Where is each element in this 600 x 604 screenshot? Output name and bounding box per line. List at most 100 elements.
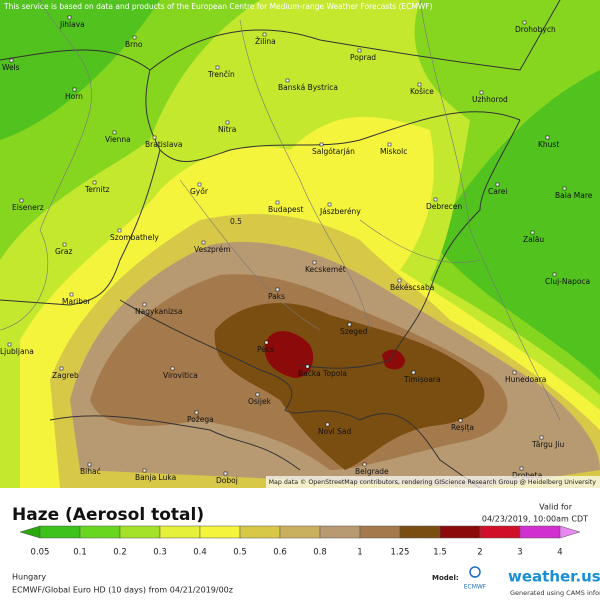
- generated: Generated using CAMS information: [510, 589, 600, 597]
- city-label: Békéscsaba: [390, 283, 434, 292]
- region-line: [419, 0, 561, 421]
- city-label: Khust: [538, 140, 559, 149]
- model-run: ECMWF/Global Euro HD (10 days) from 04/2…: [12, 586, 233, 595]
- city-dot: [69, 292, 74, 297]
- legend-swatch: [279, 525, 321, 539]
- city-label: Brno: [125, 40, 143, 49]
- city-dot: [545, 135, 550, 140]
- city-dot: [285, 78, 290, 83]
- city-label: Szombathely: [110, 233, 159, 242]
- city-dot: [519, 466, 524, 471]
- legend-label: 0.2: [113, 548, 127, 558]
- city-label: Zalău: [523, 235, 544, 244]
- city-dot: [539, 435, 544, 440]
- city-label: Reșița: [451, 423, 474, 433]
- city-label: Banja Luka: [135, 473, 176, 482]
- city-dot: [142, 468, 147, 473]
- valid-time: 04/23/2019, 10:00am CDT: [482, 515, 588, 524]
- city-label: Poprad: [350, 53, 376, 62]
- region-line: [0, 0, 92, 331]
- attribution-box: [266, 476, 600, 488]
- city-dot: [433, 197, 438, 202]
- city-label: Doboj: [216, 476, 238, 485]
- legend-swatch: [479, 525, 521, 539]
- city-label: Banská Bystrica: [278, 83, 338, 92]
- city-label: Miskolc: [380, 147, 407, 156]
- region-line: [179, 179, 481, 331]
- valid-label: Valid for: [539, 503, 573, 512]
- city-label: Bratislava: [145, 140, 182, 149]
- regions: [0, 0, 561, 421]
- city-dot: [397, 278, 402, 283]
- city-label: Szeged: [340, 327, 368, 336]
- city-dot: [19, 198, 24, 203]
- city-label: Horn: [65, 92, 83, 101]
- city-label: Veszprém: [194, 245, 231, 254]
- city-dot: [142, 302, 147, 307]
- city-dot: [152, 135, 157, 140]
- city-label: Virovitica: [163, 371, 198, 380]
- legend-label: 0.5: [233, 548, 247, 558]
- legend-label: 0.8: [313, 548, 327, 558]
- city-label: Nitra: [218, 125, 236, 134]
- city-dot: [194, 410, 199, 415]
- city-dot: [215, 65, 220, 70]
- city-label: Bihać: [80, 467, 101, 476]
- city-dot: [319, 142, 324, 147]
- contour-label: 0.5: [230, 217, 242, 226]
- city-dot: [275, 200, 280, 205]
- city-label: Wels: [2, 63, 20, 72]
- legend-label: 3: [517, 548, 522, 558]
- city-dot: [275, 287, 280, 292]
- model-name: ECMWF: [464, 584, 487, 591]
- legend-label: 0.05: [31, 548, 50, 558]
- city-label: Jihlava: [59, 20, 85, 29]
- city-label: Kecskemét: [305, 265, 346, 274]
- legend-swatch: [159, 525, 201, 539]
- region-line: [239, 19, 371, 331]
- legend-label: 1.25: [391, 548, 410, 558]
- city-dot: [479, 90, 484, 95]
- city-label: Žilina: [255, 37, 276, 46]
- legend-label: 0.3: [153, 548, 167, 558]
- city-dot: [170, 366, 175, 371]
- city-label: Bačka Topola: [298, 369, 347, 378]
- city-dot: [59, 366, 64, 371]
- city-label: Ternitz: [84, 185, 110, 194]
- borders: [0, 0, 561, 489]
- city-dot: [132, 35, 137, 40]
- city-label: Osijek: [248, 397, 272, 406]
- city-label: Belgrade: [355, 467, 389, 476]
- title: Haze (Aerosol total): [12, 505, 204, 525]
- legend: 0.05 0.1 0.2 0.3 0.4 0.5 0.6 0.8 1 1.25 1.5 2 3 4: [19, 525, 581, 558]
- city-label: Győr: [190, 187, 209, 196]
- legend-label: 0.6: [273, 548, 287, 558]
- ecmwf-icon: [469, 566, 481, 578]
- city-dot: [72, 87, 77, 92]
- city-label: Vienna: [105, 135, 131, 144]
- city-dot: [62, 242, 67, 247]
- city-label: Novi Sad: [318, 427, 351, 436]
- city-label: Salgótarján: [312, 147, 355, 156]
- city-dot: [67, 15, 72, 20]
- city-dot: [255, 392, 260, 397]
- city-dot: [325, 422, 330, 427]
- city-dot: [512, 370, 517, 375]
- legend-label: 0.4: [193, 548, 207, 558]
- city-label: Maribor: [62, 297, 92, 306]
- city-label: Požega: [187, 415, 214, 424]
- legend-swatch: [119, 525, 161, 539]
- brand: weather.us: [508, 568, 600, 586]
- legend-label: 1.5: [433, 548, 447, 558]
- city-label: Pécs: [257, 345, 274, 354]
- border: [0, 0, 561, 71]
- city-label: Uzhhorod: [472, 95, 508, 104]
- region: Hungary: [12, 573, 46, 582]
- city-label: Košice: [410, 87, 434, 96]
- legend-arrow-right: [559, 525, 581, 539]
- city-dot: [112, 130, 117, 135]
- city-label: Debrecen: [426, 202, 462, 211]
- city-label: Ljubljana: [0, 347, 34, 356]
- city-dot: [362, 462, 367, 467]
